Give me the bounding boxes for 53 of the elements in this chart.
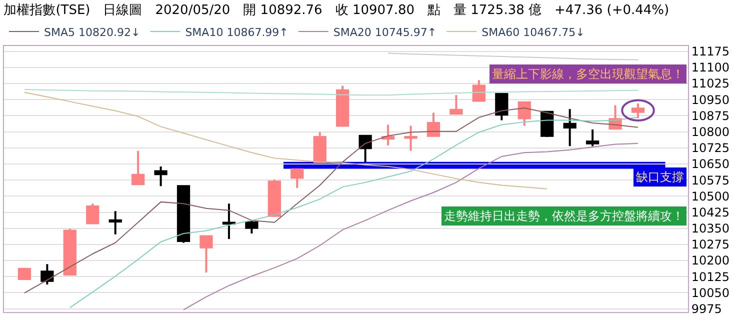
candlestick	[381, 124, 395, 146]
legend-label: SMA20 10745.97↑	[333, 26, 437, 39]
y-tick-label: 11025	[691, 76, 730, 91]
y-tick-label: 11100	[691, 60, 730, 75]
candlestick	[426, 112, 440, 137]
legend-label: SMA5 10820.92↓	[44, 26, 140, 39]
candlestick	[176, 185, 190, 244]
candlestick	[86, 202, 100, 224]
legend-label: SMA10 10867.99↑	[185, 26, 288, 39]
y-tick-label: 10800	[691, 125, 730, 140]
y-tick-label: 10500	[691, 189, 730, 204]
y-tick-label: 10275	[691, 238, 730, 252]
y-tick-label: 10350	[691, 222, 730, 236]
y-tick-label: 9975	[691, 302, 722, 316]
candlestick	[132, 150, 145, 186]
y-tick-label: 10725	[691, 141, 730, 156]
candlestick	[40, 263, 54, 286]
candlestick	[586, 128, 600, 148]
candlestick	[404, 124, 418, 152]
candlestick	[495, 93, 508, 122]
candlestick	[154, 166, 168, 188]
y-tick-label: 10575	[691, 173, 730, 188]
annotation: 走勢維持日出走勢，依然是多方控盤將續攻！	[444, 209, 684, 223]
annotation: 量縮上下影線，多空出現觀望氣息！	[492, 67, 684, 81]
line-series	[24, 92, 548, 190]
candlestick	[290, 168, 304, 190]
candlestick	[336, 84, 350, 127]
y-tick-label: 10200	[691, 254, 730, 268]
candlestick	[450, 94, 463, 115]
y-tick-label: 10425	[691, 205, 730, 220]
y-tick-label: 10050	[691, 286, 730, 300]
chart-title: 加權指數(TSE) 日線圖 2020/05/20 開 10892.76 收 10907.80 點 量 1725.38 億 +47.36 (+0.44%)	[4, 2, 670, 18]
legend-label: SMA60 10467.75↓	[482, 26, 585, 39]
candlestick	[313, 131, 326, 164]
candlestick	[472, 79, 486, 102]
y-tick-label: 10125	[691, 270, 730, 284]
candlestick	[268, 178, 281, 217]
candlestick	[518, 101, 531, 127]
y-tick-label: 10650	[691, 157, 730, 172]
candlestick	[18, 266, 32, 281]
candlestick	[358, 134, 372, 164]
candlestick	[245, 219, 258, 234]
candlestick	[63, 228, 76, 276]
band-label: 缺口支撐	[636, 170, 684, 184]
candlestick	[631, 102, 645, 120]
candlestick	[200, 235, 213, 274]
line-series	[388, 52, 639, 60]
y-tick-label: 11175	[691, 44, 730, 59]
y-tick-label: 10950	[691, 92, 730, 107]
candlestick	[563, 108, 576, 148]
candlestick	[222, 202, 236, 240]
candlestick	[108, 210, 122, 236]
y-tick-label: 10875	[691, 108, 730, 123]
